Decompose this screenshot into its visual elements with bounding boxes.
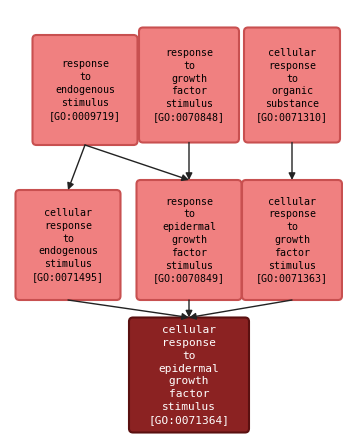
Text: response
to
epidermal
growth
factor
stimulus
[GO:0070849]: response to epidermal growth factor stim… <box>153 197 225 283</box>
Text: response
to
endogenous
stimulus
[GO:0009719]: response to endogenous stimulus [GO:0009… <box>49 59 121 121</box>
FancyBboxPatch shape <box>15 190 120 300</box>
FancyBboxPatch shape <box>242 180 342 300</box>
Text: cellular
response
to
epidermal
growth
factor
stimulus
[GO:0071364]: cellular response to epidermal growth fa… <box>149 325 229 425</box>
Text: cellular
response
to
growth
factor
stimulus
[GO:0071363]: cellular response to growth factor stimu… <box>256 197 328 283</box>
FancyBboxPatch shape <box>139 27 239 143</box>
FancyBboxPatch shape <box>129 317 249 433</box>
FancyBboxPatch shape <box>244 27 340 143</box>
FancyBboxPatch shape <box>33 35 138 145</box>
Text: cellular
response
to
organic
substance
[GO:0071310]: cellular response to organic substance [… <box>256 48 328 122</box>
Text: response
to
growth
factor
stimulus
[GO:0070848]: response to growth factor stimulus [GO:0… <box>153 48 225 122</box>
FancyBboxPatch shape <box>137 180 241 300</box>
Text: cellular
response
to
endogenous
stimulus
[GO:0071495]: cellular response to endogenous stimulus… <box>32 208 104 282</box>
